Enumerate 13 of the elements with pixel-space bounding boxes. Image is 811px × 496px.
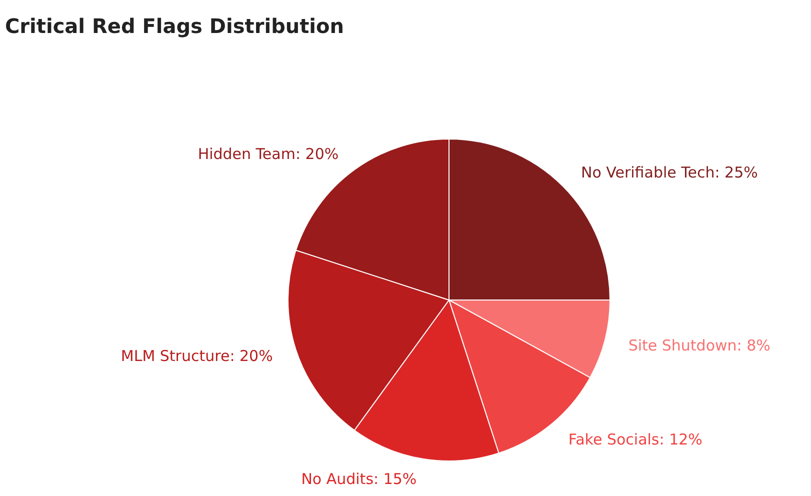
slice-label: Fake Socials <box>568 430 660 449</box>
slice-label: Hidden Team <box>198 144 296 163</box>
data-label: : 8% <box>736 336 770 354</box>
slice-label: No Verifiable Tech <box>580 163 715 182</box>
data-label: : 20% <box>295 144 339 163</box>
slice-label: No Audits <box>301 470 374 488</box>
slice-label: Site Shutdown <box>628 336 737 354</box>
data-label: : 25% <box>714 163 758 182</box>
data-label: : 12% <box>659 430 702 449</box>
data-label: : 20% <box>230 347 273 366</box>
slice-label: MLM Structure <box>120 347 230 366</box>
data-label: : 15% <box>374 470 417 488</box>
chart-title: Critical Red Flags Distribution <box>5 14 344 38</box>
